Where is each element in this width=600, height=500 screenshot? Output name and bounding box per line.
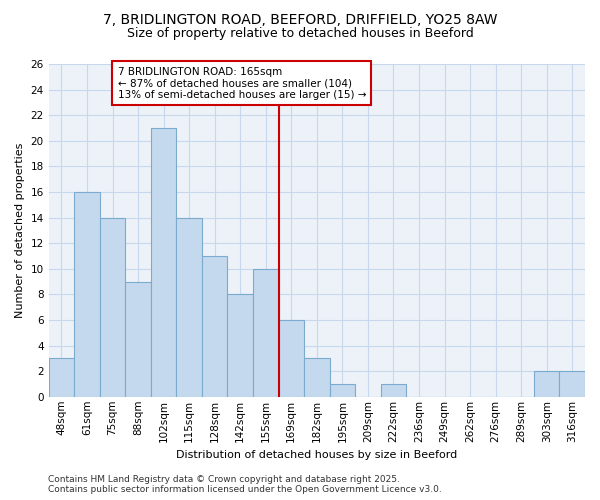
Text: Contains HM Land Registry data © Crown copyright and database right 2025.
Contai: Contains HM Land Registry data © Crown c… [48, 474, 442, 494]
X-axis label: Distribution of detached houses by size in Beeford: Distribution of detached houses by size … [176, 450, 457, 460]
Bar [534, 371, 559, 397]
Bar [100, 218, 125, 397]
Bar [125, 282, 151, 397]
Bar [202, 256, 227, 397]
Bar [176, 218, 202, 397]
Bar [278, 320, 304, 397]
Text: 7 BRIDLINGTON ROAD: 165sqm
← 87% of detached houses are smaller (104)
13% of sem: 7 BRIDLINGTON ROAD: 165sqm ← 87% of deta… [118, 66, 366, 100]
Bar [253, 269, 278, 397]
Bar [329, 384, 355, 397]
Bar [227, 294, 253, 397]
Text: 7, BRIDLINGTON ROAD, BEEFORD, DRIFFIELD, YO25 8AW: 7, BRIDLINGTON ROAD, BEEFORD, DRIFFIELD,… [103, 12, 497, 26]
Bar [559, 371, 585, 397]
Bar [49, 358, 74, 397]
Bar [380, 384, 406, 397]
Text: Size of property relative to detached houses in Beeford: Size of property relative to detached ho… [127, 28, 473, 40]
Y-axis label: Number of detached properties: Number of detached properties [15, 142, 25, 318]
Bar [151, 128, 176, 397]
Bar [304, 358, 329, 397]
Bar [74, 192, 100, 397]
